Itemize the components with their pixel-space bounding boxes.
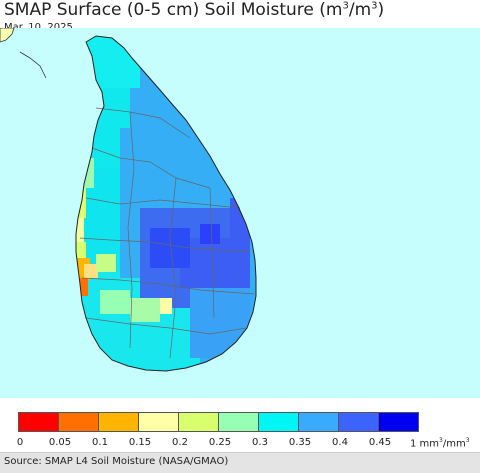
legend-swatch (178, 412, 219, 432)
legend-swatch (218, 412, 259, 432)
legend-swatch (138, 412, 179, 432)
legend-tick-label: 0.05 (48, 437, 72, 448)
legend-swatch (98, 412, 139, 432)
legend-swatch (298, 412, 339, 432)
legend-unit: 1 mm3/mm3 (410, 437, 470, 450)
map-title: SMAP Surface (0-5 cm) Soil Moisture (m3/… (4, 0, 385, 20)
legend-swatch (378, 412, 419, 432)
legend-tick-label: 0.2 (172, 437, 188, 448)
legend-tick-label: 0.3 (252, 437, 268, 448)
legend-tick-label: 0.45 (368, 437, 392, 448)
color-legend (18, 412, 420, 434)
legend-tick-label: 0.1 (92, 437, 108, 448)
legend-tick-label: 0 (16, 437, 24, 448)
india-coast (0, 28, 15, 43)
legend-swatch (58, 412, 99, 432)
legend-swatch (18, 412, 59, 432)
map-date: Mar. 10, 2025 (4, 22, 73, 33)
soil-moisture-map (0, 28, 480, 398)
legend-tick-label: 0.4 (332, 437, 348, 448)
source-bar: Source: SMAP L4 Soil Moisture (NASA/GMAO… (0, 452, 480, 473)
source-text: Source: SMAP L4 Soil Moisture (NASA/GMAO… (4, 456, 229, 467)
legend-swatch (258, 412, 299, 432)
legend-tick-label: 0.25 (208, 437, 232, 448)
legend-swatch (338, 412, 379, 432)
legend-tick-label: 0.15 (128, 437, 152, 448)
legend-tick-label: 0.35 (288, 437, 312, 448)
